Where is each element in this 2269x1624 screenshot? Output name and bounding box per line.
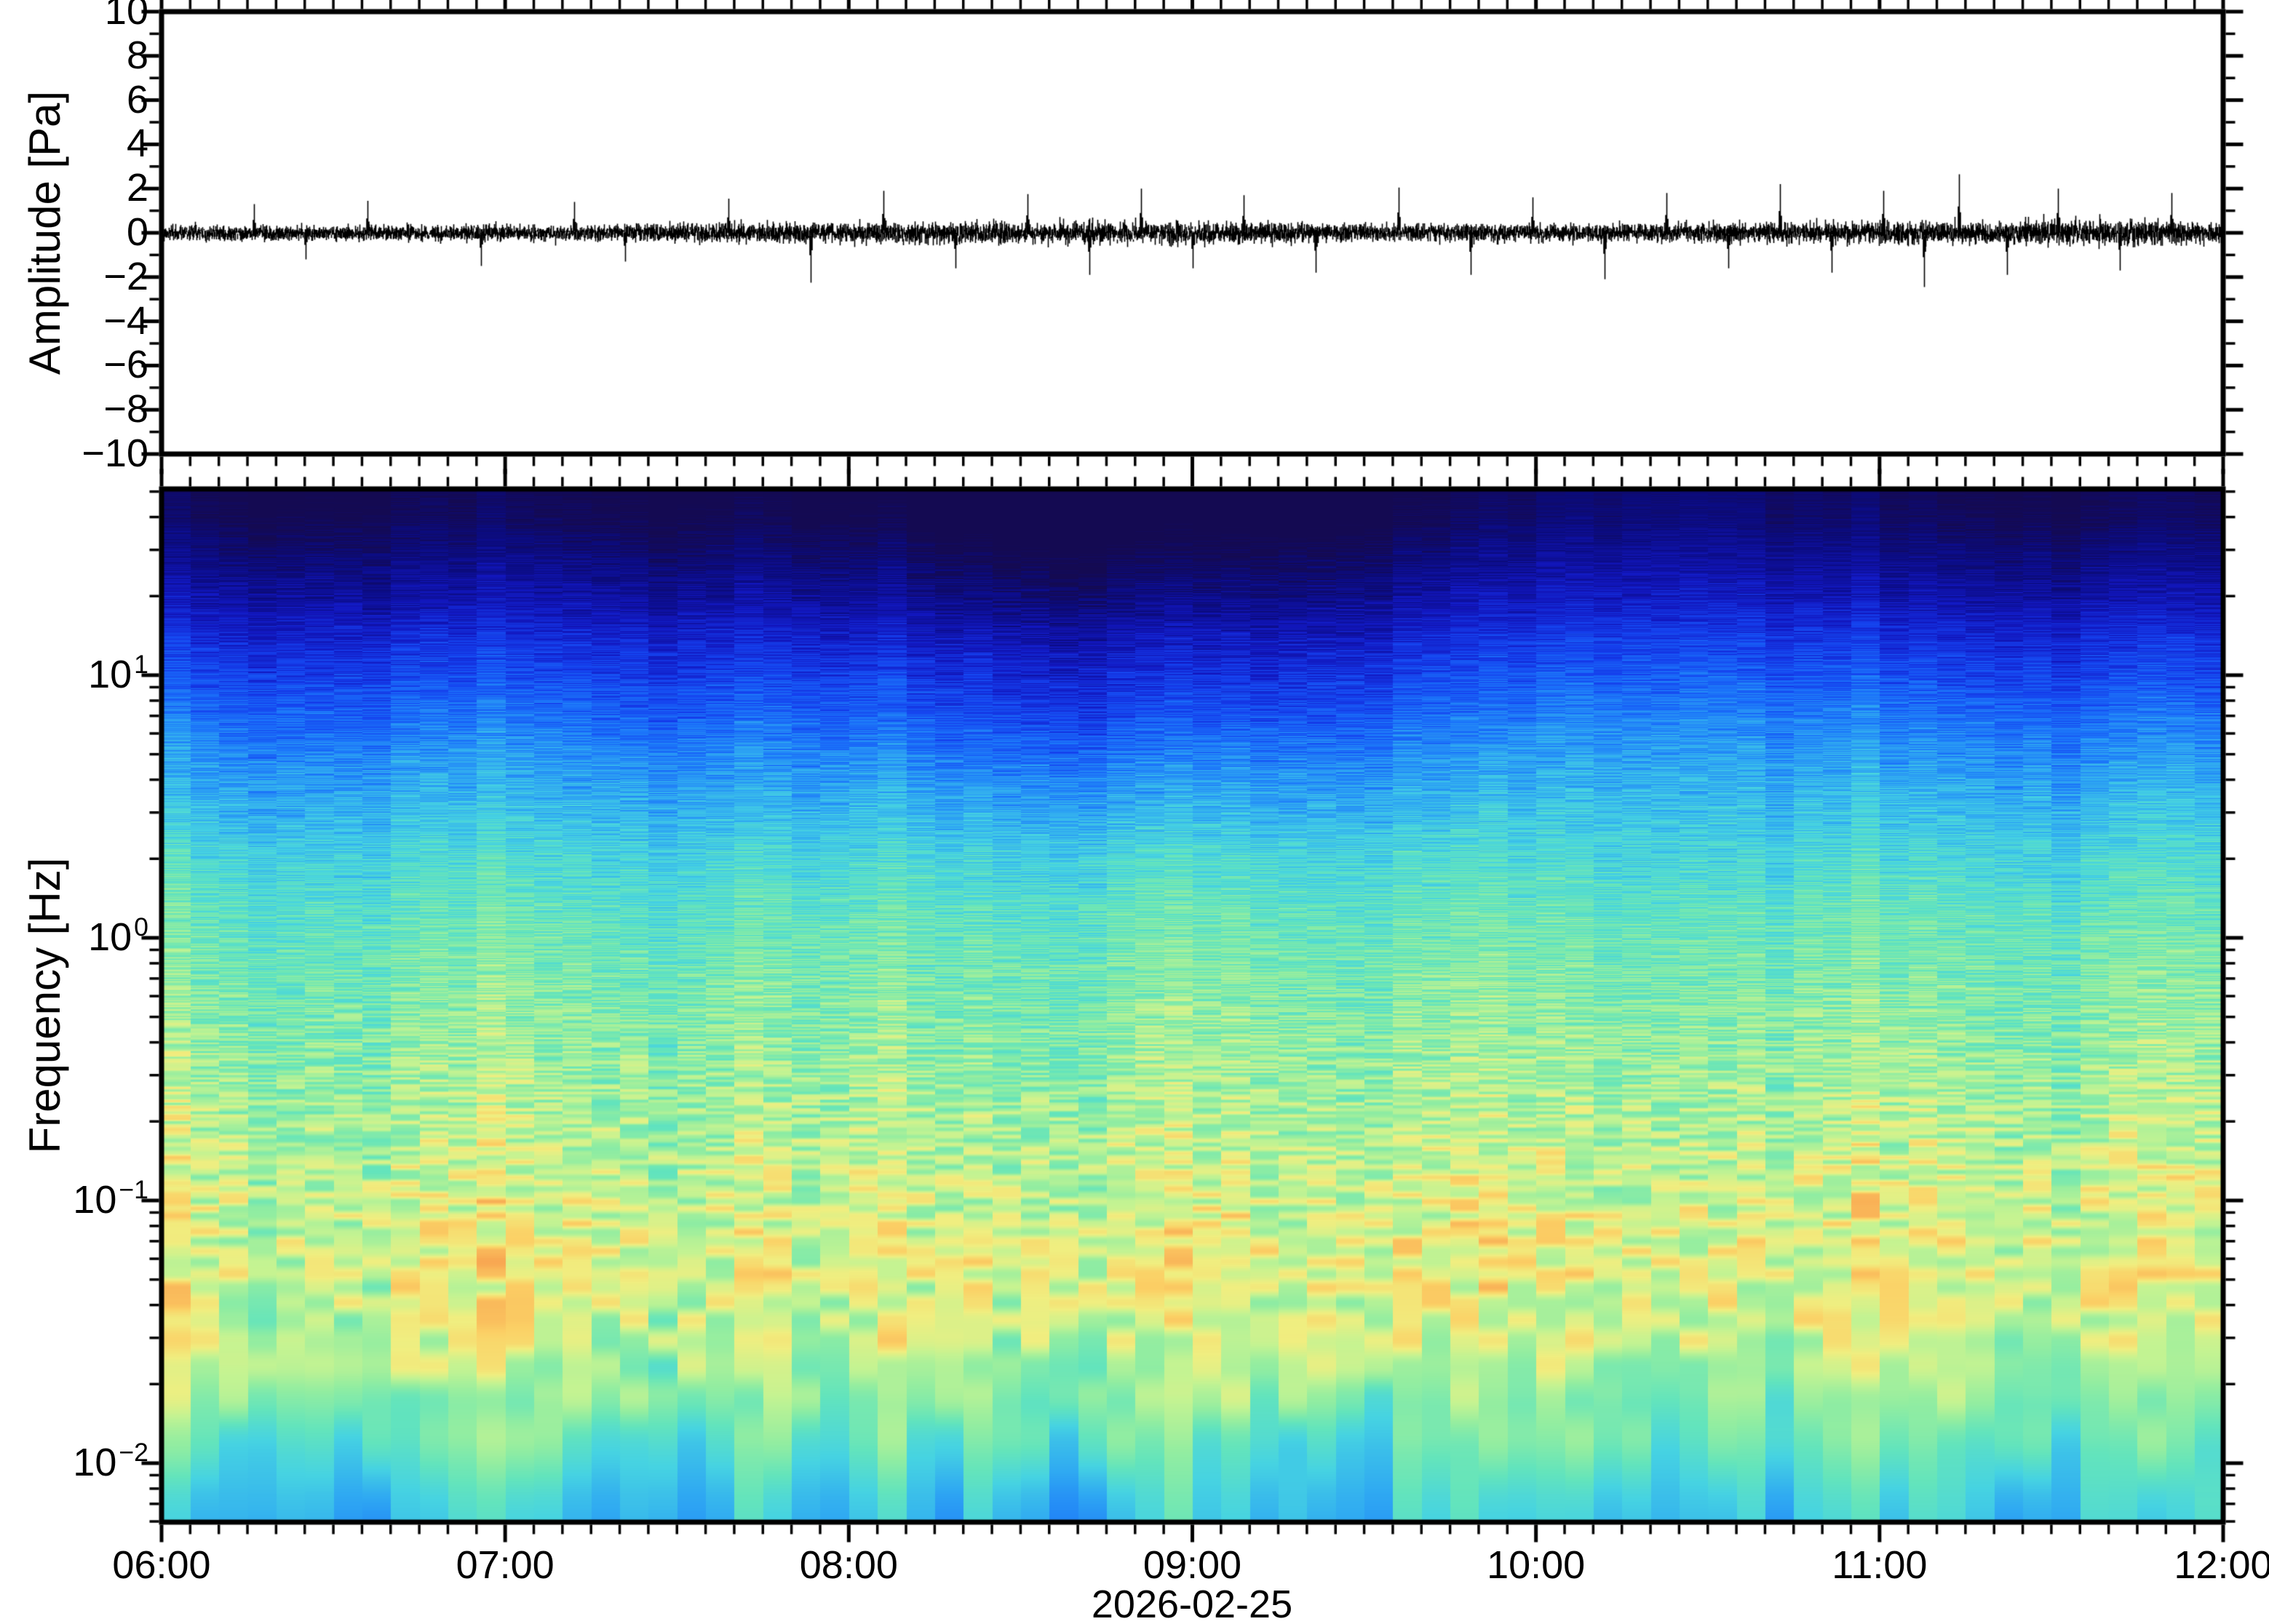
time-tick-label: 10:00 <box>1487 1543 1586 1587</box>
time-tick-label: 08:00 <box>799 1543 898 1587</box>
frequency-tick-label: 100 <box>88 912 148 959</box>
amplitude-tick-label: −10 <box>82 431 148 475</box>
amplitude-tick-label: 8 <box>126 33 148 77</box>
amplitude-tick-label: 4 <box>126 122 148 166</box>
time-tick-label: 11:00 <box>1832 1543 1928 1587</box>
frequency-tick-label: 10−1 <box>73 1175 148 1222</box>
amplitude-tick-label: −8 <box>103 387 148 431</box>
date-label: 2026-02-25 <box>1091 1583 1293 1624</box>
amplitude-tick-label: 6 <box>126 77 148 122</box>
frequency-tick-label: 101 <box>88 650 148 696</box>
amplitude-tick-label: −2 <box>103 254 148 298</box>
time-tick-label: 12:00 <box>2174 1543 2269 1587</box>
time-tick-label: 06:00 <box>112 1543 211 1587</box>
frequency-tick-label: 10−2 <box>73 1438 148 1484</box>
amplitude-tick-label: 2 <box>126 166 148 210</box>
amplitude-tick-label: 0 <box>126 210 148 254</box>
frequency-axis-title: Frequency [Hz] <box>20 857 69 1154</box>
amplitude-tick-label: −4 <box>103 298 148 343</box>
amplitude-tick-label: 10 <box>104 0 148 33</box>
time-tick-label: 09:00 <box>1143 1543 1242 1587</box>
amplitude-tick-label: −6 <box>103 343 148 387</box>
time-tick-label: 07:00 <box>456 1543 555 1587</box>
